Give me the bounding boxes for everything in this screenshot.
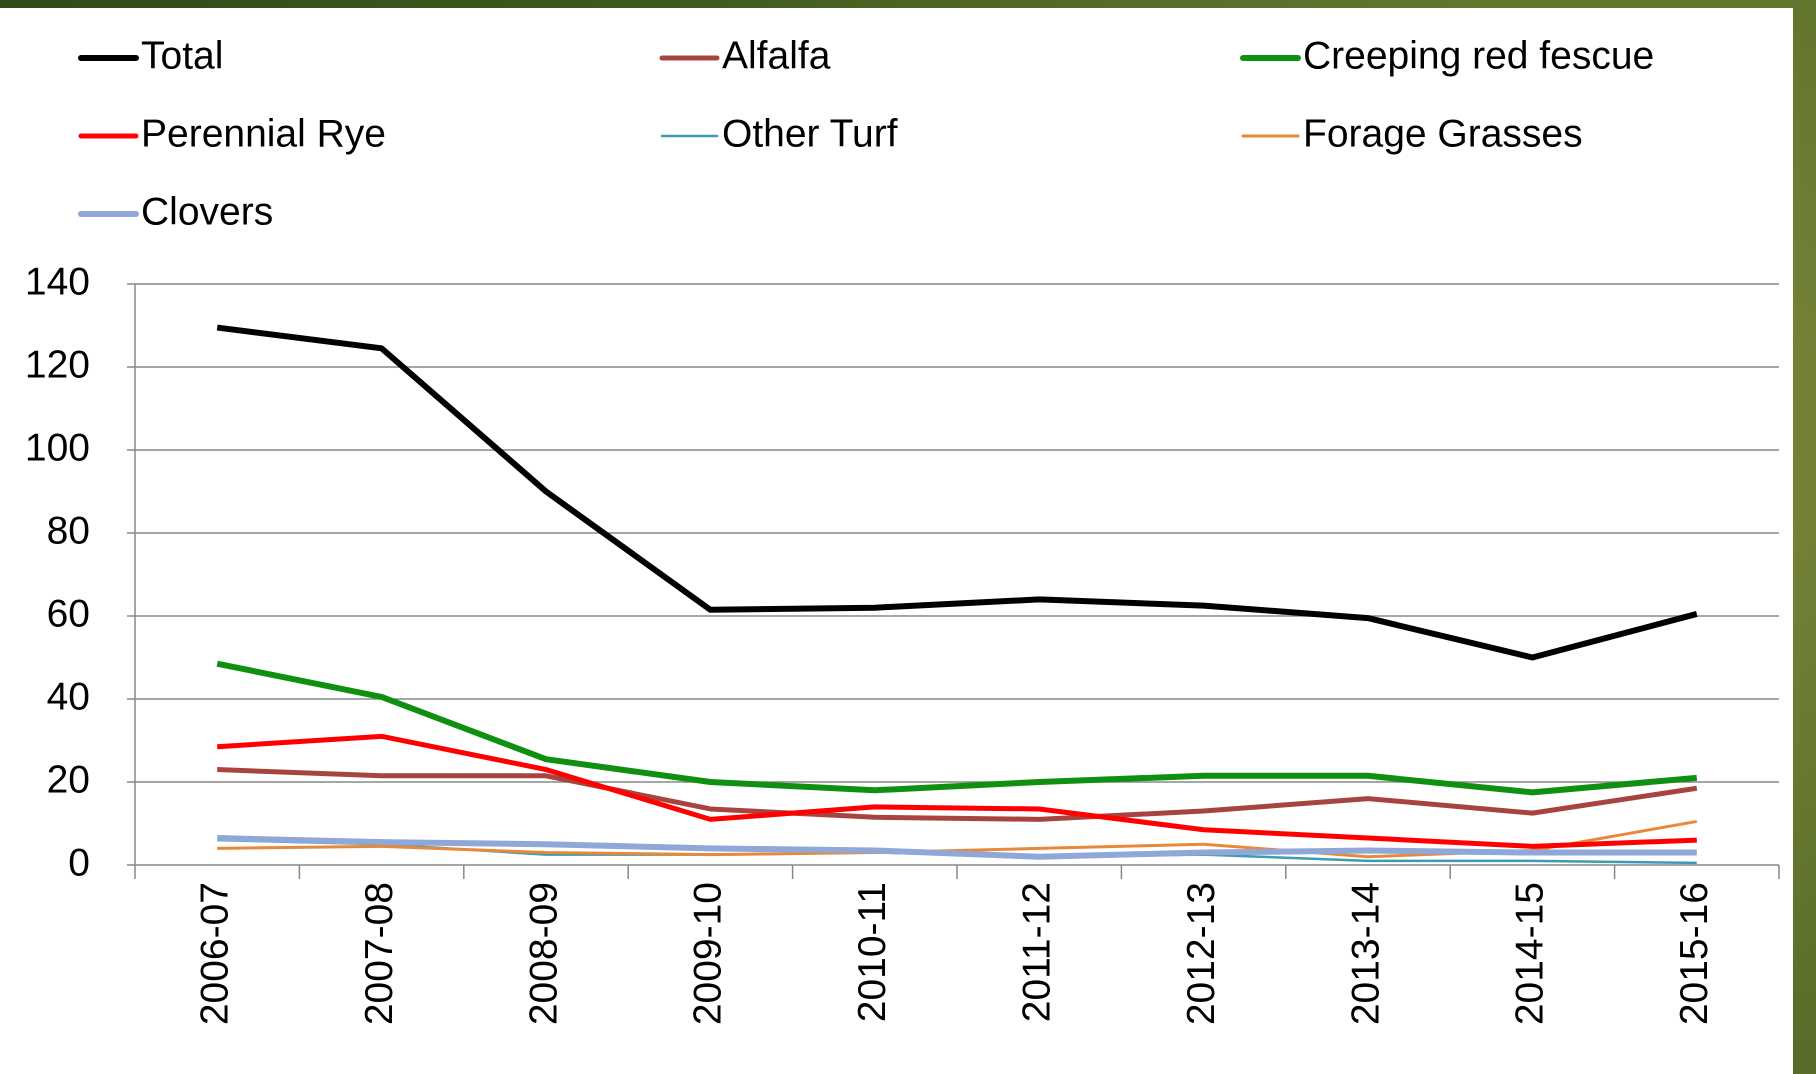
- series-line: [217, 767, 1698, 822]
- series-line: [216, 660, 1698, 796]
- y-tick-label: 140: [25, 260, 90, 303]
- x-tick-label: 2008-09: [522, 882, 565, 1025]
- y-tick-label: 80: [47, 509, 90, 552]
- legend-label: Forage Grasses: [1303, 112, 1583, 155]
- legend-label: Other Turf: [722, 112, 898, 155]
- x-tick-label: 2015-16: [1673, 882, 1716, 1025]
- legend-label: Alfalfa: [722, 34, 831, 77]
- legend-label: Clovers: [141, 190, 273, 233]
- legend-label: Creeping red fescue: [1303, 34, 1654, 77]
- x-tick-label: 2010-11: [851, 882, 894, 1022]
- chart-panel: [0, 8, 1793, 1074]
- x-tick-label: 2012-13: [1180, 882, 1223, 1025]
- x-tick-label: 2011-12: [1015, 882, 1058, 1022]
- series-line: [216, 324, 1698, 661]
- y-tick-label: 60: [47, 592, 90, 635]
- series-line: [217, 835, 1697, 860]
- x-tick-label: 2014-15: [1509, 882, 1552, 1025]
- legend-label: Total: [141, 34, 223, 77]
- series-line: [217, 733, 1697, 849]
- y-tick-label: 120: [25, 343, 90, 386]
- y-tick-label: 0: [68, 841, 90, 884]
- y-tick-label: 40: [47, 675, 90, 718]
- x-tick-label: 2009-10: [687, 882, 730, 1025]
- x-tick-label: 2013-14: [1344, 882, 1387, 1025]
- x-tick-label: 2007-08: [358, 882, 401, 1025]
- y-tick-label: 20: [47, 758, 90, 801]
- x-tick-label: 2006-07: [193, 882, 236, 1025]
- legend-label: Perennial Rye: [141, 112, 386, 155]
- y-tick-label: 100: [25, 426, 90, 469]
